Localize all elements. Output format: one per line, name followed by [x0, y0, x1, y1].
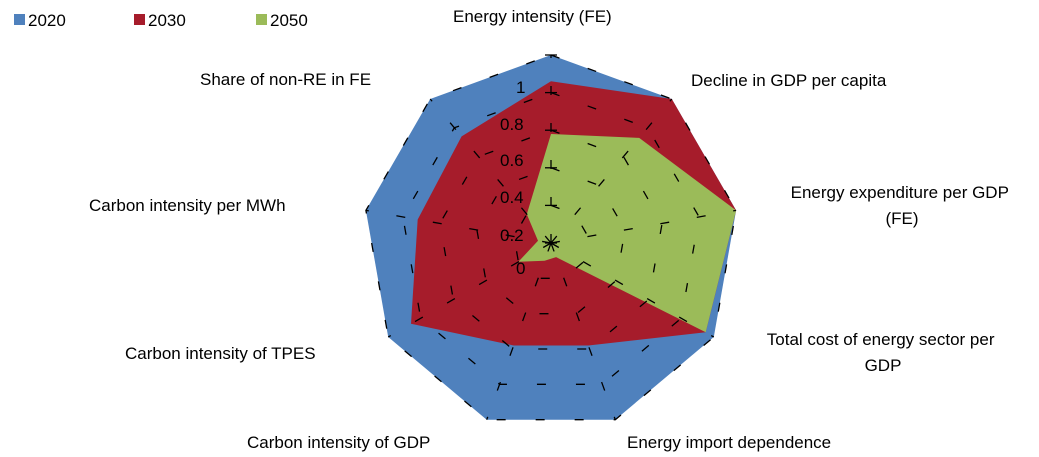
legend-label-2030: 2030	[148, 11, 186, 30]
category-label-energy-intensity: Energy intensity (FE)	[453, 7, 612, 26]
grid-spoke	[365, 209, 552, 244]
legend-label-2050: 2050	[270, 11, 308, 30]
category-label-non-re: Share of non-RE in FE	[200, 70, 371, 89]
category-label-decline-gdp: Decline in GDP per capita	[691, 71, 887, 90]
category-label-total-cost: Total cost of energy sector per GDP	[767, 330, 999, 375]
radial-tick-label: 0.4	[500, 188, 524, 207]
legend-swatch-2050	[256, 14, 267, 25]
grid-spoke	[550, 242, 616, 420]
legend-label-2020: 2020	[28, 11, 66, 30]
radial-tick-label: 0.6	[500, 151, 524, 170]
category-label-carbon-gdp: Carbon intensity of GDP	[247, 433, 430, 452]
radial-axis: 0 0.2 0.4 0.6 0.8 1	[500, 54, 557, 278]
grid-spoke	[550, 242, 715, 338]
radial-tick-label: 0	[516, 259, 525, 278]
grid-spoke	[387, 242, 552, 338]
radial-tick-label: 0.8	[500, 115, 524, 134]
category-label-import-dependence: Energy import dependence	[627, 433, 831, 452]
grid-spoke	[550, 209, 737, 244]
grid-spoke	[486, 242, 552, 420]
category-label-energy-expenditure: Energy expenditure per GDP (FE)	[791, 183, 1014, 228]
legend-swatch-2030	[134, 14, 145, 25]
legend: 2020 2030 2050	[14, 11, 308, 30]
legend-swatch-2020	[14, 14, 25, 25]
series-area-2050	[518, 134, 737, 333]
radial-tick-label: 0.2	[500, 226, 524, 245]
category-label-carbon-mwh: Carbon intensity per MWh	[89, 196, 286, 215]
grid-spoke	[429, 98, 552, 244]
grid-spoke	[550, 98, 673, 244]
grid-layer	[365, 54, 737, 421]
category-label-carbon-tpes: Carbon intensity of TPES	[125, 344, 316, 363]
radial-tick-label: 1	[516, 78, 525, 97]
category-labels: Energy intensity (FE) Decline in GDP per…	[89, 7, 1014, 452]
